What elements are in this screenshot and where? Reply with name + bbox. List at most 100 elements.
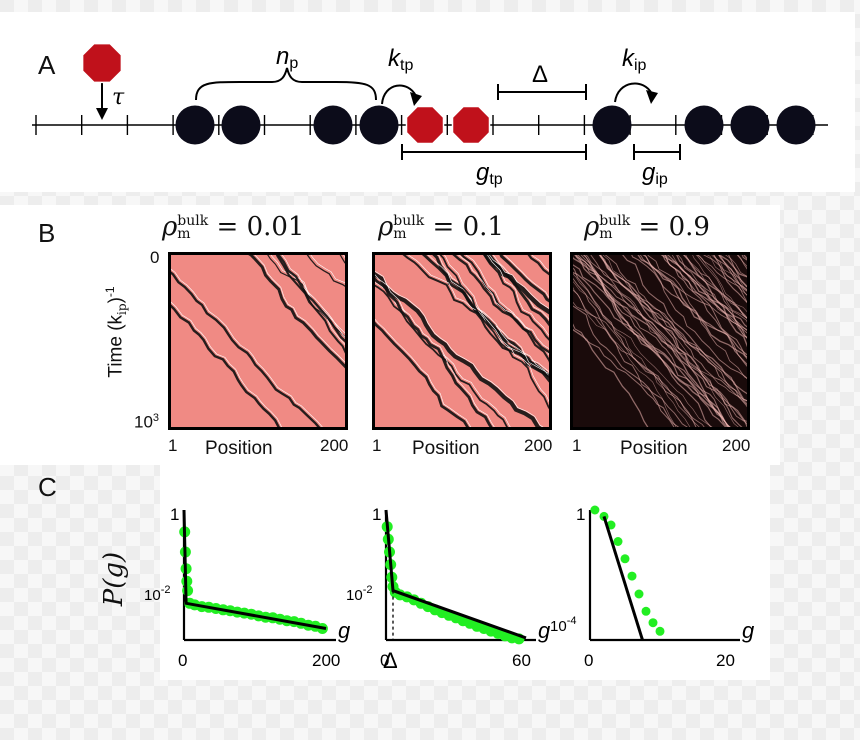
- trajectory: [718, 255, 747, 278]
- trajectory: [573, 273, 713, 427]
- ktp-arrow: [381, 84, 417, 105]
- trajectory: [602, 255, 739, 427]
- x-tick-label: 0: [380, 651, 389, 670]
- kymo1-x-left: 1: [168, 436, 178, 455]
- kymo-title-1: ρ bulk m = 0.01: [162, 212, 305, 242]
- trajectory: [171, 304, 281, 427]
- kymograph-3-trajectories: [573, 255, 747, 427]
- trajectory: [666, 255, 747, 328]
- fit-line: [602, 515, 644, 641]
- trajectory: [275, 255, 345, 354]
- kymo-title-3: ρ bulk m = 0.9: [584, 212, 710, 242]
- data-point: [648, 618, 658, 628]
- delta-tick-label: Δ: [383, 648, 398, 673]
- trajectory: [725, 255, 747, 277]
- ktp-arrowhead: [410, 92, 422, 106]
- data-point: [590, 505, 600, 515]
- x-tick-label: 20: [716, 651, 735, 670]
- x-axis-label: g: [538, 618, 551, 643]
- trajectory-edge: [503, 255, 549, 298]
- trajectory: [171, 271, 321, 427]
- data-point: [627, 571, 637, 581]
- y-tick-label: 1: [170, 505, 179, 524]
- panel-c-background: [160, 460, 770, 680]
- y-tick-label: 10-4: [550, 615, 576, 635]
- panel-b-letter: B: [38, 218, 56, 248]
- trajectory: [421, 255, 549, 383]
- trajectory: [402, 255, 549, 378]
- trajectory: [718, 255, 747, 288]
- trajectory: [375, 272, 542, 427]
- trajectory-edge: [281, 255, 345, 338]
- trajectory: [375, 284, 509, 427]
- trajectory-edge: [427, 255, 549, 377]
- trajectory: [711, 255, 747, 291]
- kymo2-x-label: Position: [412, 438, 480, 459]
- trajectory: [604, 255, 747, 405]
- y-tick-label: 10-2: [144, 584, 170, 604]
- trajectory: [647, 255, 747, 379]
- kymo-y-tick-bottom: 103: [134, 412, 160, 432]
- particle: [776, 105, 816, 145]
- trajectory: [483, 255, 549, 341]
- trajectory: [439, 255, 549, 410]
- particle: [221, 105, 261, 145]
- bound-octagon-icon: [451, 105, 491, 145]
- kymo2-x-right: 200: [524, 436, 553, 455]
- kymo1-x-label: Position: [205, 438, 273, 459]
- kymo2-x-left: 1: [372, 436, 382, 455]
- trajectory: [573, 323, 680, 427]
- trajectory: [662, 255, 747, 331]
- trajectory: [599, 255, 747, 402]
- trajectory: [682, 255, 747, 348]
- trajectory-edge: [375, 318, 472, 427]
- trajectory: [527, 255, 549, 276]
- kymo1-x-right: 200: [320, 436, 349, 455]
- y-tick-label: 10-2: [346, 584, 372, 604]
- trajectory: [676, 255, 747, 319]
- data-point: [641, 606, 651, 616]
- tau-arrowhead: [96, 108, 108, 120]
- gtp-label: gtp: [476, 159, 503, 188]
- trajectory: [639, 255, 747, 334]
- fit-line: [384, 509, 527, 640]
- panel-a-background: [0, 12, 855, 192]
- particle: [313, 105, 353, 145]
- particles: [81, 42, 816, 145]
- x-tick-label: 200: [312, 651, 340, 670]
- trajectory: [583, 255, 747, 406]
- trajectory: [642, 255, 747, 356]
- ktp-label: ktp: [388, 45, 413, 74]
- trajectory: [683, 255, 747, 319]
- kip-arrow: [614, 82, 653, 103]
- trajectory: [584, 255, 747, 422]
- trajectory: [574, 255, 731, 427]
- trajectory: [575, 255, 729, 427]
- particle: [730, 105, 770, 145]
- delta-label: Δ: [532, 61, 548, 88]
- panel-a-schematic: τ np ktp Δ kip gtp gip: [32, 42, 828, 188]
- trajectory: [696, 255, 747, 303]
- trajectory-edge: [443, 255, 549, 403]
- kymo-y-axis-label: Time (kip)-1: [103, 286, 130, 378]
- x-tick-label: 0: [178, 651, 187, 670]
- kymograph-2: [372, 252, 552, 430]
- y-tick-label: 1: [576, 505, 585, 524]
- trajectory: [573, 264, 732, 427]
- trajectory-edge: [465, 255, 549, 356]
- y-tick-label: 1: [372, 505, 381, 524]
- data-point: [182, 585, 194, 597]
- trajectory: [573, 301, 700, 427]
- trajectory: [277, 255, 345, 343]
- pg-charts: 1 10-2 0 200 g Δ 1 10-2 0 60 g 1 10-4 0 20 g: [144, 505, 755, 673]
- trajectory: [622, 255, 747, 395]
- particle: [359, 105, 399, 145]
- kymograph-1-trajectories: [171, 255, 345, 427]
- data-point: [655, 626, 665, 636]
- trajectory: [573, 272, 713, 427]
- trajectory: [573, 289, 705, 427]
- trajectory: [695, 255, 747, 320]
- trajectory: [452, 255, 549, 354]
- data-point: [634, 589, 644, 599]
- trajectory-edge: [531, 255, 549, 271]
